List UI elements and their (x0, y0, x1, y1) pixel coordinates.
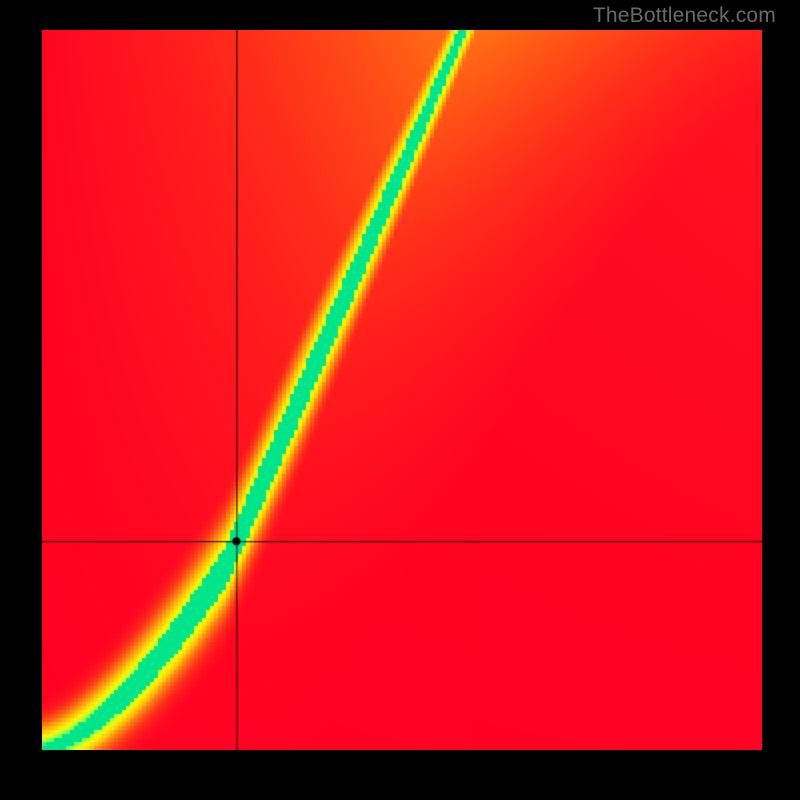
bottleneck-heatmap (42, 30, 762, 750)
heatmap-canvas (42, 30, 762, 750)
watermark-text: TheBottleneck.com (593, 4, 776, 28)
